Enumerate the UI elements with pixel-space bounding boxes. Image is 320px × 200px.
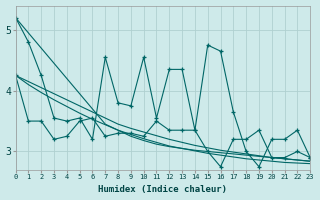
X-axis label: Humidex (Indice chaleur): Humidex (Indice chaleur): [98, 185, 228, 194]
